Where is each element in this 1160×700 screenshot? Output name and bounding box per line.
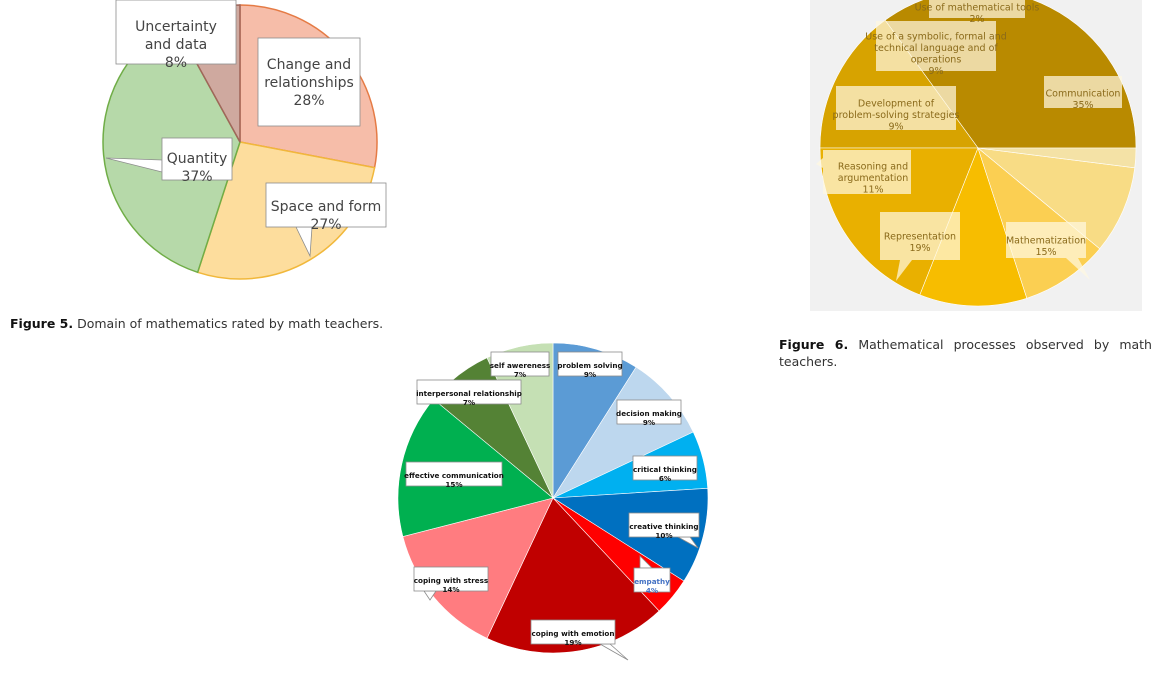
- fig5-data-label: Space and form 27%: [265, 182, 387, 258]
- fig7-label-text: effective communication 15%: [404, 471, 504, 489]
- fig6-callout-tail: [1066, 258, 1090, 280]
- fig7-label-text: problem solving 9%: [557, 361, 622, 379]
- fig7-data-label: coping with emotion 19%: [530, 619, 629, 661]
- fig7-label-box: [530, 619, 616, 645]
- fig5-data-label: Quantity 37%: [105, 137, 233, 185]
- fig5-data-label: Change and relationships 28%: [257, 37, 361, 127]
- fig6-label-text: Use of a symbolic, formal and technical l…: [865, 32, 1007, 78]
- fig6-pie: Communication 35% Mathematization 15% Repres…: [816, 0, 1137, 307]
- fig6-label-box: [929, 0, 1025, 18]
- fig7-label-text: creative thinking 10%: [629, 522, 698, 540]
- fig7-label-text: self awereness 7%: [490, 361, 551, 379]
- fig6-data-label: Communication 35%: [1044, 76, 1122, 111]
- fig6-data-label: Development of problem-solving strategies…: [833, 86, 960, 133]
- fig6-label-text: Communication 35%: [1046, 89, 1121, 112]
- fig6-label-text: Representation 19%: [884, 232, 956, 255]
- fig6-slice: [977, 147, 1136, 250]
- fig6-data-label: Mathematization 15%: [1006, 222, 1090, 280]
- fig7-data-label: effective communication 15%: [404, 461, 504, 489]
- fig7-data-label: problem solving 9%: [557, 351, 623, 379]
- fig7-label-text: empathy 4%: [634, 577, 670, 595]
- fig7-label-text: coping with emotion 19%: [532, 629, 615, 647]
- figure-6-caption-label: Figure 6.: [779, 337, 849, 352]
- fig6-data-label: Reasoning and argumentation 11%: [816, 150, 911, 196]
- fig6-label-box: [880, 212, 960, 260]
- figure-6-caption: Figure 6. Mathematical processes observe…: [779, 336, 1152, 370]
- fig7-data-label: decision making 9%: [616, 399, 682, 427]
- fig6-data-label: Use of mathematical tools 2%: [915, 0, 1040, 26]
- fig5-label-text: Quantity 37%: [167, 151, 228, 185]
- fig7-slice: [486, 497, 660, 654]
- fig7-data-label: empathy 4%: [633, 555, 671, 595]
- fig7-label-box: [490, 351, 550, 377]
- fig7-label-text: critical thinking 6%: [633, 465, 697, 483]
- fig7-data-label: self awereness 7%: [490, 351, 551, 379]
- fig6-slice: [919, 147, 1028, 307]
- fig6-label-box: [836, 86, 956, 130]
- fig7-label-box: [413, 566, 489, 592]
- fig5-data-label: Uncertainty and data 8%: [115, 0, 237, 71]
- fig6-callout-tail: [816, 158, 823, 168]
- fig5-label-box: [265, 182, 387, 228]
- fig5-label-text: Space and form 27%: [271, 199, 382, 233]
- fig7-label-box: [557, 351, 623, 377]
- fig7-pie: problem solving 9% decision making 9% critic…: [397, 342, 709, 661]
- figure-5-caption-label: Figure 5.: [10, 316, 74, 331]
- fig6-label-text: Reasoning and argumentation 11%: [838, 162, 908, 196]
- fig7-slice: [552, 342, 637, 500]
- fig5-label-box: [257, 37, 361, 127]
- figure-6-caption-text: Mathematical processes observed by math …: [779, 337, 1152, 369]
- fig7-data-label: coping with stress 14%: [413, 566, 489, 601]
- fig7-label-text: interpersonal relationship 7%: [416, 389, 522, 407]
- fig6-slice: [977, 147, 1137, 169]
- fig7-label-box: [616, 399, 682, 425]
- fig5-label-box: [161, 137, 233, 181]
- fig5-label-box: [115, 0, 237, 65]
- fig7-data-label: critical thinking 6%: [632, 455, 698, 483]
- fig6-label-text: Use of mathematical tools 2%: [915, 3, 1040, 26]
- fig6-callout-tail: [896, 260, 912, 281]
- fig6-label-box: [1044, 76, 1122, 108]
- fig7-label-box: [405, 461, 503, 487]
- fig6-label-text: Mathematization 15%: [1006, 236, 1086, 259]
- fig7-data-label: interpersonal relationship 7%: [416, 379, 522, 407]
- fig5-label-text: Uncertainty and data 8%: [135, 19, 217, 71]
- figure-5-caption-text: Domain of mathematics rated by math teac…: [77, 316, 384, 331]
- fig5-label-text: Change and relationships 28%: [264, 57, 354, 109]
- fig6-label-box: [1006, 222, 1086, 258]
- fig6-label-box: [876, 21, 996, 71]
- fig7-callout-tail: [598, 643, 629, 661]
- fig6-data-label: Use of a symbolic, formal and technical l…: [865, 21, 1007, 77]
- fig7-label-text: coping with stress 14%: [414, 576, 488, 594]
- fig7-label-box: [633, 567, 671, 593]
- fig7-label-text: decision making 9%: [616, 409, 682, 427]
- fig6-label-box: [823, 150, 911, 194]
- fig7-label-box: [632, 455, 698, 481]
- fig5-pie: Change and relationships 28% Space and form…: [102, 0, 387, 280]
- fig7-label-box: [628, 512, 700, 538]
- fig7-label-box: [416, 379, 522, 405]
- fig6-data-label: Representation 19%: [880, 212, 960, 281]
- figure-5-caption: Figure 5. Domain of mathematics rated by…: [10, 315, 428, 332]
- fig7-data-label: creative thinking 10%: [628, 512, 700, 549]
- fig6-label-text: Development of problem-solving strategies…: [833, 99, 960, 133]
